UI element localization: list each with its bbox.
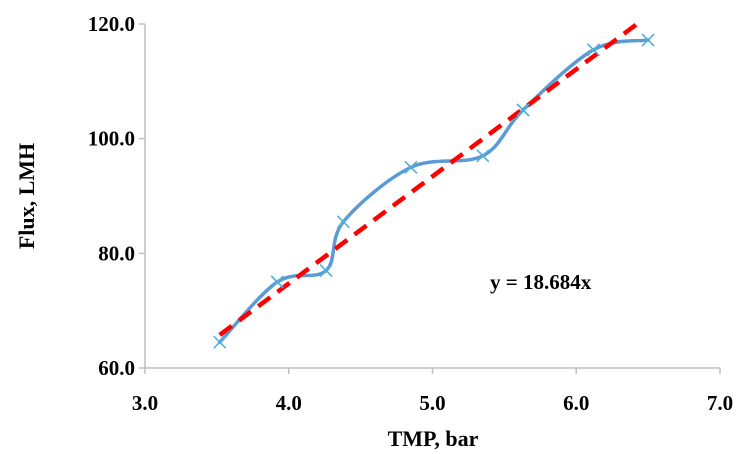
data-points [213, 33, 655, 349]
trendline-line [218, 19, 643, 337]
series-curve [218, 38, 650, 344]
trendline-equation: y = 18.684x [490, 270, 592, 294]
y-tick-label: 60.0 [98, 356, 135, 380]
data-point-marker [213, 335, 227, 349]
x-tick-label: 4.0 [276, 391, 302, 415]
x-tick-label: 6.0 [563, 391, 589, 415]
x-tick-label: 7.0 [707, 391, 733, 415]
y-tick-label: 80.0 [98, 241, 135, 265]
data-point-marker [641, 33, 655, 47]
data-point-marker [404, 160, 418, 174]
x-axis-title: TMP, bar [388, 426, 479, 451]
y-tick-labels: 60.0 80.0 100.0 120.0 [88, 12, 145, 380]
data-point-marker [336, 215, 350, 229]
x-tick-label: 3.0 [132, 391, 158, 415]
data-point-marker [319, 263, 333, 278]
data-point-marker [586, 43, 601, 57]
y-axis-title: Flux, LMH [14, 143, 39, 249]
y-tick-label: 100.0 [88, 127, 135, 151]
x-tick-label: 5.0 [419, 391, 445, 415]
axes [144, 24, 720, 369]
series-line [218, 38, 650, 344]
data-point-marker [476, 149, 490, 163]
trendline [218, 19, 643, 337]
x-tick-labels: 3.0 4.0 5.0 6.0 7.0 [132, 368, 733, 415]
data-point-marker [516, 103, 530, 117]
data-point-marker [270, 275, 284, 289]
y-tick-label: 120.0 [88, 12, 135, 36]
